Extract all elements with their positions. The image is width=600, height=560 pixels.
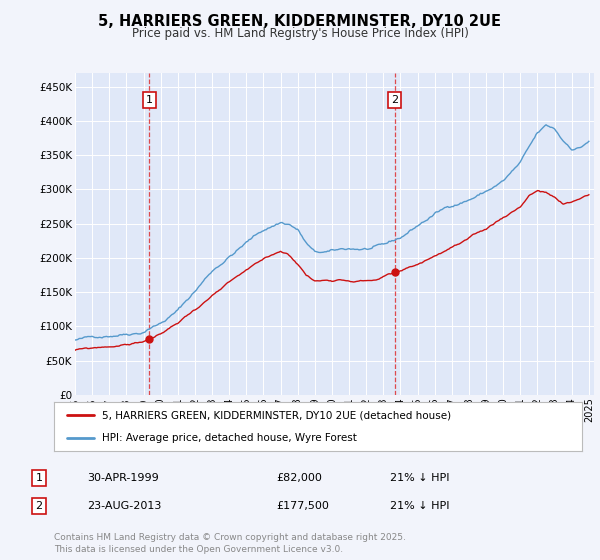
Text: 1: 1: [146, 95, 153, 105]
Text: 2: 2: [391, 95, 398, 105]
Text: £177,500: £177,500: [276, 501, 329, 511]
Text: Contains HM Land Registry data © Crown copyright and database right 2025.
This d: Contains HM Land Registry data © Crown c…: [54, 533, 406, 554]
Text: 21% ↓ HPI: 21% ↓ HPI: [390, 473, 449, 483]
Text: 23-AUG-2013: 23-AUG-2013: [87, 501, 161, 511]
Text: 21% ↓ HPI: 21% ↓ HPI: [390, 501, 449, 511]
Text: Price paid vs. HM Land Registry's House Price Index (HPI): Price paid vs. HM Land Registry's House …: [131, 27, 469, 40]
Text: 5, HARRIERS GREEN, KIDDERMINSTER, DY10 2UE: 5, HARRIERS GREEN, KIDDERMINSTER, DY10 2…: [98, 14, 502, 29]
Text: 1: 1: [35, 473, 43, 483]
Text: 2: 2: [35, 501, 43, 511]
Text: 5, HARRIERS GREEN, KIDDERMINSTER, DY10 2UE (detached house): 5, HARRIERS GREEN, KIDDERMINSTER, DY10 2…: [101, 410, 451, 421]
Text: £82,000: £82,000: [276, 473, 322, 483]
Text: HPI: Average price, detached house, Wyre Forest: HPI: Average price, detached house, Wyre…: [101, 433, 356, 444]
Text: 30-APR-1999: 30-APR-1999: [87, 473, 159, 483]
